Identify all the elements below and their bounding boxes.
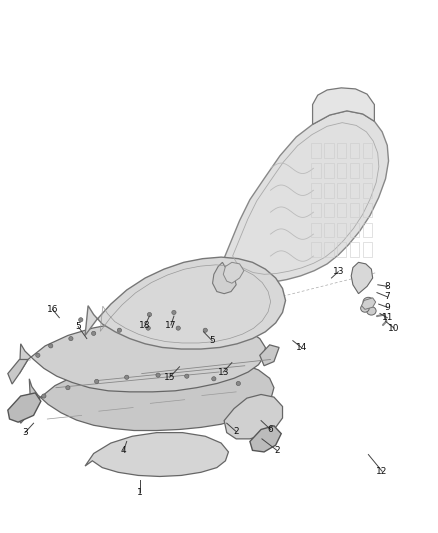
Bar: [363, 143, 372, 158]
Polygon shape: [260, 345, 279, 366]
Bar: [350, 243, 359, 257]
Text: 12: 12: [376, 467, 388, 476]
Text: 2: 2: [274, 446, 280, 455]
Text: 14: 14: [296, 343, 307, 352]
Polygon shape: [361, 298, 376, 309]
Polygon shape: [29, 358, 274, 431]
Ellipse shape: [212, 377, 216, 381]
Bar: [337, 203, 346, 217]
Text: 3: 3: [22, 428, 28, 437]
Bar: [324, 203, 334, 217]
Text: 10: 10: [389, 324, 400, 333]
Text: 9: 9: [385, 303, 390, 312]
Ellipse shape: [236, 382, 240, 385]
Text: 15: 15: [164, 373, 175, 382]
Ellipse shape: [146, 326, 150, 330]
Bar: [324, 163, 334, 177]
Ellipse shape: [185, 374, 189, 378]
Bar: [337, 143, 346, 158]
Bar: [311, 223, 321, 237]
Bar: [311, 143, 321, 158]
Ellipse shape: [36, 353, 40, 358]
Text: 2: 2: [233, 427, 239, 436]
Ellipse shape: [172, 310, 176, 314]
Ellipse shape: [42, 394, 46, 398]
Bar: [311, 183, 321, 198]
Polygon shape: [19, 319, 265, 392]
Polygon shape: [8, 359, 28, 384]
Polygon shape: [15, 398, 39, 423]
Text: 13: 13: [332, 267, 344, 276]
Bar: [363, 223, 372, 237]
Bar: [311, 203, 321, 217]
Bar: [337, 163, 346, 177]
Bar: [337, 183, 346, 198]
Polygon shape: [223, 111, 389, 283]
Polygon shape: [85, 257, 286, 349]
Bar: [350, 183, 359, 198]
Bar: [363, 163, 372, 177]
Bar: [350, 143, 359, 158]
Text: 18: 18: [139, 320, 151, 329]
Ellipse shape: [360, 304, 369, 312]
Bar: [363, 203, 372, 217]
Polygon shape: [223, 262, 244, 283]
Polygon shape: [8, 393, 41, 422]
Text: 5: 5: [209, 336, 215, 345]
Bar: [350, 203, 359, 217]
Bar: [350, 163, 359, 177]
Text: 13: 13: [218, 368, 229, 376]
Text: 8: 8: [385, 282, 390, 291]
Text: 4: 4: [121, 446, 127, 455]
Bar: [337, 223, 346, 237]
Text: 5: 5: [75, 322, 81, 331]
Ellipse shape: [156, 373, 160, 377]
Bar: [324, 243, 334, 257]
Polygon shape: [224, 394, 283, 439]
Bar: [350, 223, 359, 237]
Bar: [363, 183, 372, 198]
Ellipse shape: [49, 344, 53, 348]
Text: 7: 7: [385, 292, 390, 301]
Ellipse shape: [69, 336, 73, 341]
Ellipse shape: [79, 318, 83, 322]
Ellipse shape: [176, 326, 180, 330]
Bar: [311, 163, 321, 177]
Bar: [363, 243, 372, 257]
Polygon shape: [212, 262, 236, 294]
Bar: [324, 183, 334, 198]
Ellipse shape: [367, 306, 376, 315]
Bar: [324, 223, 334, 237]
Polygon shape: [351, 262, 373, 294]
Bar: [324, 143, 334, 158]
Bar: [311, 243, 321, 257]
Text: 6: 6: [268, 425, 273, 434]
Ellipse shape: [147, 312, 152, 317]
Ellipse shape: [95, 379, 99, 384]
Ellipse shape: [124, 375, 129, 379]
Text: 1: 1: [137, 488, 142, 497]
Polygon shape: [313, 88, 374, 124]
Ellipse shape: [203, 328, 208, 332]
Text: 11: 11: [381, 313, 393, 322]
Ellipse shape: [92, 332, 96, 335]
Ellipse shape: [66, 385, 70, 390]
Text: 17: 17: [165, 320, 177, 329]
Ellipse shape: [363, 297, 374, 306]
Bar: [337, 243, 346, 257]
Ellipse shape: [117, 328, 122, 332]
Polygon shape: [85, 433, 229, 477]
Polygon shape: [250, 426, 281, 452]
Text: 16: 16: [47, 305, 58, 314]
